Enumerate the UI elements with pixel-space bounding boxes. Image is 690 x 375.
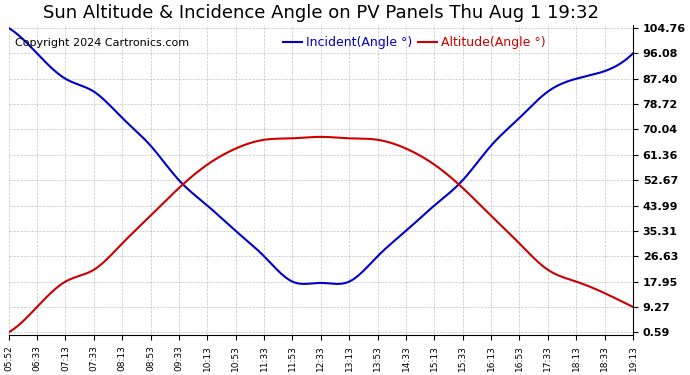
Text: Copyright 2024 Cartronics.com: Copyright 2024 Cartronics.com [15, 38, 189, 48]
Title: Sun Altitude & Incidence Angle on PV Panels Thu Aug 1 19:32: Sun Altitude & Incidence Angle on PV Pan… [43, 4, 599, 22]
Legend: Incident(Angle °), Altitude(Angle °): Incident(Angle °), Altitude(Angle °) [278, 32, 551, 54]
